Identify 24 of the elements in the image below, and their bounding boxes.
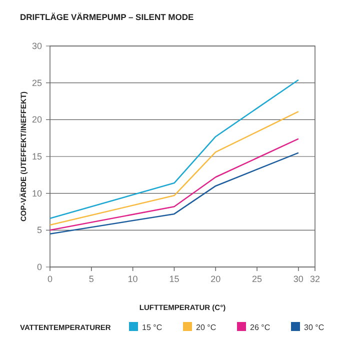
x-tick-label: 25 — [252, 274, 262, 284]
x-tick-label: 0 — [47, 274, 53, 284]
y-tick-label: 15 — [32, 152, 42, 162]
x-tick-label: 5 — [88, 274, 94, 284]
y-tick-label: 0 — [36, 262, 42, 272]
line-series — [49, 79, 300, 220]
x-tick-label: 15 — [169, 274, 180, 284]
y-tick-label: 5 — [36, 225, 42, 236]
line-series — [49, 152, 300, 234]
x-tick-label: 32 — [310, 274, 320, 284]
line-series — [49, 110, 300, 226]
line-series — [49, 138, 300, 231]
legend-label: 20 °C — [196, 323, 216, 332]
legend-label: 15 °C — [142, 323, 162, 332]
x-tick-label: 30 — [293, 274, 304, 284]
legend-label: 26 °C — [250, 323, 270, 332]
x-tick-label: 10 — [128, 274, 138, 284]
y-tick-label: 20 — [32, 114, 42, 125]
y-tick-label: 25 — [32, 78, 42, 88]
x-tick-label: 20 — [210, 274, 221, 284]
y-tick-label: 10 — [32, 188, 42, 198]
legend-label: 30 °C — [304, 323, 324, 332]
y-tick-label: 30 — [32, 41, 42, 51]
chart-title: DRIFTLÄGE VÄRMEPUMP – SILENT MODE — [20, 12, 194, 22]
